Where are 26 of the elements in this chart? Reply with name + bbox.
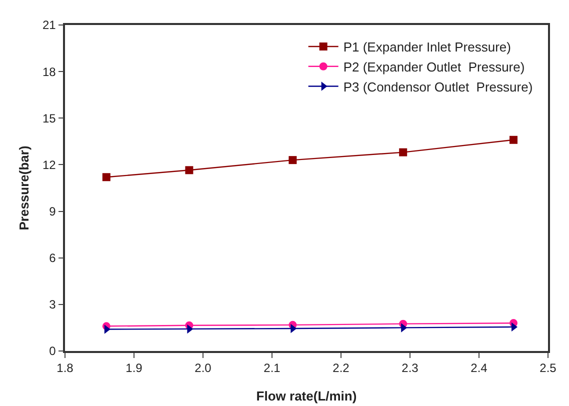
y-tick-label: 6 (49, 251, 56, 266)
legend-label: P2 (Expander Outlet Pressure) (343, 59, 525, 74)
legend-label: P1 (Expander Inlet Pressure) (343, 40, 511, 55)
y-tick-label: 0 (49, 344, 56, 358)
y-tick-label: 21 (42, 18, 56, 32)
y-tick-label: 3 (49, 298, 56, 312)
x-tick-label: 1.8 (56, 361, 74, 376)
y-tick-label: 9 (49, 204, 56, 218)
x-tick-label: 2.0 (194, 361, 212, 376)
x-axis-title: Flow rate(L/min) (256, 388, 357, 404)
y-axis-title: Pressure(bar) (16, 146, 32, 230)
legend-label: P3 (Condensor Outlet Pressure) (343, 79, 533, 94)
x-tick-label: 2.1 (264, 361, 281, 376)
point (102, 173, 110, 182)
point (510, 136, 518, 144)
x-tick-label: 2.2 (332, 361, 350, 376)
y-tick-label: 15 (42, 111, 56, 126)
y-tick-label: 18 (42, 64, 56, 79)
x-tick-label: 2.4 (470, 361, 488, 376)
x-tick-label: 1.9 (126, 361, 143, 376)
x-tick-label: 2.5 (540, 361, 557, 376)
point (185, 166, 194, 174)
y-tick-label: 12 (42, 158, 56, 172)
x-tick-label: 2.3 (402, 361, 419, 376)
point (288, 156, 297, 164)
point (399, 148, 408, 156)
